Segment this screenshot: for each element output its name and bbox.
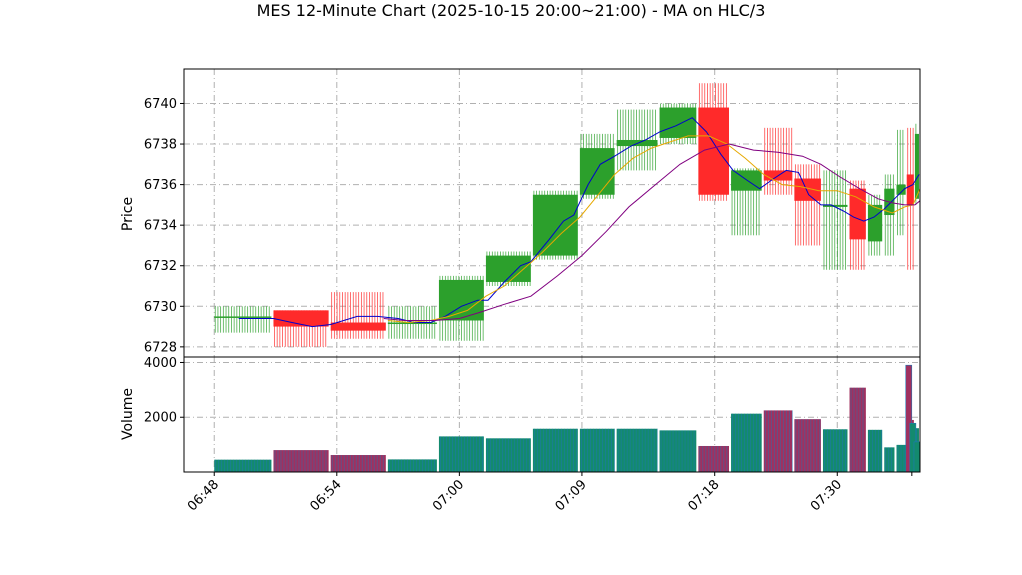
- candle-body: [273, 310, 329, 327]
- price-tick-label: 6736: [144, 178, 177, 193]
- volume-bar: [731, 413, 762, 472]
- price-tick-label: 6740: [144, 97, 177, 112]
- candle-body: [214, 316, 272, 318]
- candle-body: [387, 322, 437, 325]
- candle-body: [906, 174, 914, 205]
- candle-body: [659, 107, 697, 138]
- up-candle: [896, 129, 906, 236]
- volume-bar: [579, 428, 615, 472]
- candle-body: [794, 178, 821, 201]
- down-candle: [906, 127, 914, 270]
- price-tick-label: 6732: [144, 259, 177, 274]
- candle-body: [867, 204, 883, 242]
- ma-lines: [238, 117, 921, 328]
- volume-spike: [913, 441, 921, 473]
- volume-bar-fill: [273, 450, 329, 472]
- ma_mid-line: [387, 135, 921, 324]
- candle-body: [822, 204, 848, 207]
- volume-bar: [387, 459, 437, 472]
- volume-bar-fill: [659, 430, 697, 472]
- volume-bar: [330, 455, 386, 472]
- down-candle: [330, 292, 386, 339]
- volume-bar: [763, 410, 793, 472]
- volume-bar: [485, 438, 531, 472]
- volume-bar: [884, 447, 895, 472]
- volume-bar-fill: [849, 387, 866, 472]
- volume-bar: [616, 428, 658, 472]
- x-tick-label: 07:30: [808, 477, 845, 514]
- x-tick-label: 07:18: [685, 477, 722, 514]
- down-candle: [794, 164, 821, 246]
- volume-bar-fill: [884, 447, 895, 472]
- price-y-ticks: 6728 6730 6732 6734 6736 6738 6740: [144, 97, 184, 355]
- up-candle: [659, 103, 697, 145]
- price-tick-label: 6738: [144, 138, 177, 153]
- x-tick-label: 06:54: [308, 477, 345, 514]
- up-candle: [616, 109, 658, 171]
- up-candle: [214, 306, 272, 333]
- up-candle: [884, 174, 895, 256]
- volume-bar-fill: [330, 455, 386, 472]
- candle-body: [330, 322, 386, 331]
- volume-bar: [794, 419, 821, 472]
- volume-tick-label: 2000: [144, 411, 177, 426]
- candle-body: [849, 188, 866, 240]
- down-candle: [698, 83, 730, 201]
- volume-bar: [532, 428, 578, 472]
- volume-bar: [698, 445, 730, 472]
- up-candle: [731, 168, 762, 236]
- volume-bar: [273, 450, 329, 472]
- volume-bar-fill: [822, 429, 848, 472]
- volume-bar: [822, 429, 848, 472]
- price-tick-label: 6734: [144, 219, 177, 234]
- up-candle: [822, 170, 848, 270]
- x-tick-label: 07:00: [430, 477, 467, 514]
- volume-bars: [214, 364, 921, 473]
- price-tick-label: 6730: [144, 300, 177, 315]
- price-axis-label: Price: [120, 197, 136, 231]
- volume-bar-fill: [579, 428, 615, 472]
- x-tick-label: 07:09: [553, 477, 590, 514]
- ma_slow-line: [383, 143, 921, 321]
- volume-tick-label: 4000: [144, 356, 177, 371]
- up-candle: [867, 194, 883, 256]
- candle-body: [896, 184, 906, 195]
- volume-bar-fill: [616, 428, 658, 472]
- up-candle: [438, 275, 484, 341]
- chart-title: MES 12-Minute Chart (2025-10-15 20:00~21…: [257, 1, 766, 20]
- up-candle: [914, 123, 919, 205]
- volume-bar: [214, 459, 272, 472]
- volume-bar-fill: [867, 429, 883, 472]
- volume-bar-fill: [387, 459, 437, 472]
- down-candle: [763, 127, 793, 195]
- volume-y-ticks: 2000 4000: [144, 356, 184, 426]
- down-candle: [273, 310, 329, 347]
- candle-body: [731, 170, 762, 191]
- x-tick-label: 06:48: [185, 477, 222, 514]
- volume-bar: [896, 444, 906, 472]
- volume-bar: [438, 436, 484, 472]
- volume-bar: [849, 387, 866, 472]
- up-candle: [579, 133, 615, 199]
- candle-body: [579, 148, 615, 195]
- volume-bar: [659, 430, 697, 472]
- x-ticks: 06:48 06:54 07:00 07:09 07:18 07:30: [185, 472, 913, 514]
- down-candle: [849, 180, 866, 270]
- candle-body: [914, 133, 919, 199]
- volume-bar: [867, 429, 883, 472]
- volume-panel-frame: [183, 356, 921, 473]
- volume-axis-label: Volume: [120, 388, 136, 440]
- price-bars: [214, 83, 919, 347]
- price-tick-label: 6728: [144, 340, 177, 355]
